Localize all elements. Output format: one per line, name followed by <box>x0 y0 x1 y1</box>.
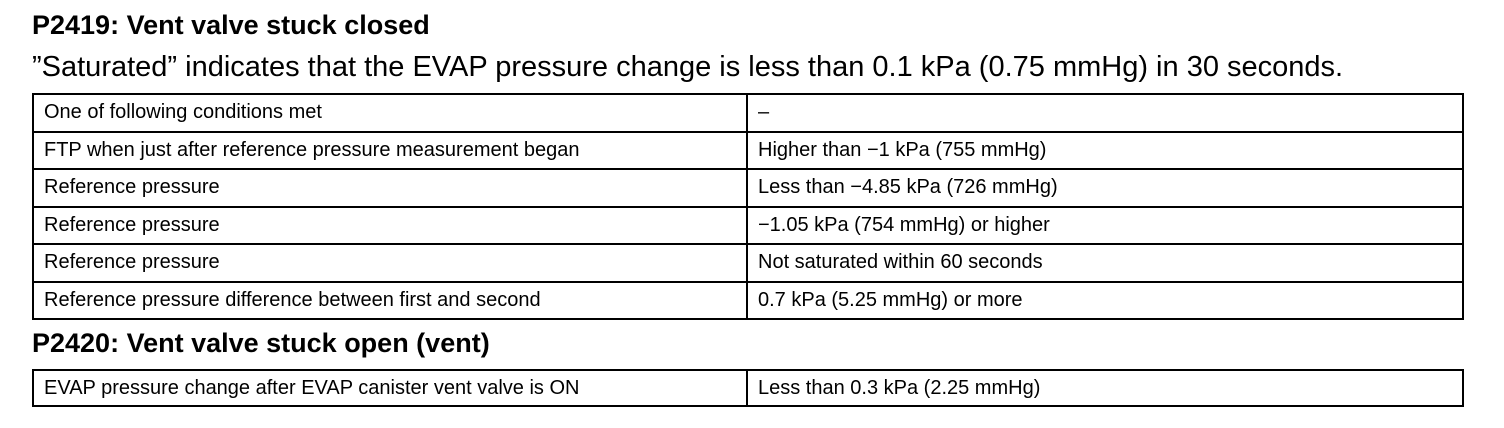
section-heading-p2420: P2420: Vent valve stuck open (vent) <box>32 328 490 358</box>
table-row: FTP when just after reference pressure m… <box>32 130 1464 170</box>
condition-cell: Reference pressure difference between fi… <box>32 280 748 320</box>
condition-cell: Reference pressure <box>32 168 748 208</box>
value-cell: – <box>746 93 1464 133</box>
value-cell: Less than 0.3 kPa (2.25 mmHg) <box>746 369 1464 407</box>
condition-cell: FTP when just after reference pressure m… <box>32 130 748 170</box>
condition-cell: EVAP pressure change after EVAP canister… <box>32 369 748 407</box>
saturated-definition-note: ”Saturated” indicates that the EVAP pres… <box>32 51 1344 83</box>
value-cell: Less than −4.85 kPa (726 mmHg) <box>746 168 1464 208</box>
table-row: Reference pressure difference between fi… <box>32 280 1464 320</box>
p2419-conditions-table: One of following conditions met – FTP wh… <box>32 93 1464 320</box>
value-cell: Not saturated within 60 seconds <box>746 243 1464 283</box>
condition-cell: Reference pressure <box>32 205 748 245</box>
table-row: Reference pressure Less than −4.85 kPa (… <box>32 168 1464 208</box>
table-row: Reference pressure −1.05 kPa (754 mmHg) … <box>32 205 1464 245</box>
value-cell: Higher than −1 kPa (755 mmHg) <box>746 130 1464 170</box>
condition-cell: Reference pressure <box>32 243 748 283</box>
value-cell: −1.05 kPa (754 mmHg) or higher <box>746 205 1464 245</box>
table-row: EVAP pressure change after EVAP canister… <box>32 369 1464 407</box>
table-row: One of following conditions met – <box>32 93 1464 133</box>
table-row: Reference pressure Not saturated within … <box>32 243 1464 283</box>
value-cell: 0.7 kPa (5.25 mmHg) or more <box>746 280 1464 320</box>
condition-cell: One of following conditions met <box>32 93 748 133</box>
p2420-conditions-table: EVAP pressure change after EVAP canister… <box>32 369 1464 407</box>
section-heading-p2419: P2419: Vent valve stuck closed <box>32 10 430 40</box>
